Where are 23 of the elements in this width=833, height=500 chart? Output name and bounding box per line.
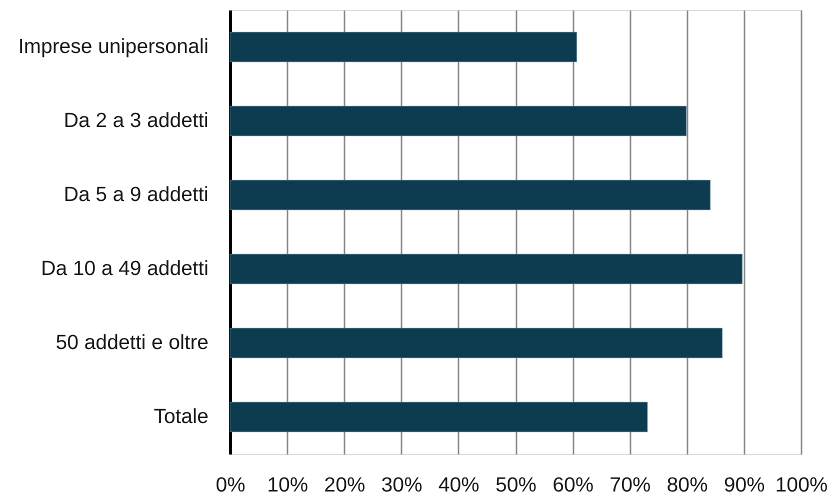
x-tick-label: 40% bbox=[438, 474, 480, 496]
x-tick-label: 30% bbox=[381, 474, 422, 496]
x-tick-label: 70% bbox=[610, 474, 651, 496]
x-tick-label: 60% bbox=[552, 474, 594, 496]
x-tick-label: 20% bbox=[324, 474, 366, 496]
bar bbox=[230, 32, 577, 62]
y-tick-label: 50 addetti e oltre bbox=[56, 331, 208, 354]
y-tick-label: Imprese unipersonali bbox=[18, 35, 208, 58]
y-tick-label: Totale bbox=[154, 405, 208, 428]
y-tick-label: Da 10 a 49 addetti bbox=[40, 257, 208, 280]
x-tick-label: 0% bbox=[216, 474, 246, 496]
bar bbox=[230, 328, 722, 358]
x-tick-label: 10% bbox=[267, 474, 308, 496]
x-tick-label: 50% bbox=[495, 474, 537, 496]
bar bbox=[230, 180, 711, 210]
bar bbox=[230, 402, 648, 432]
x-tick-label: 90% bbox=[724, 474, 765, 496]
bar bbox=[230, 106, 687, 136]
bar bbox=[230, 254, 742, 284]
y-tick-label: Da 2 a 3 addetti bbox=[64, 109, 208, 132]
x-tick-label: 80% bbox=[666, 474, 708, 496]
y-tick-label: Da 5 a 9 addetti bbox=[64, 183, 208, 206]
x-tick-label: 100% bbox=[775, 474, 828, 496]
